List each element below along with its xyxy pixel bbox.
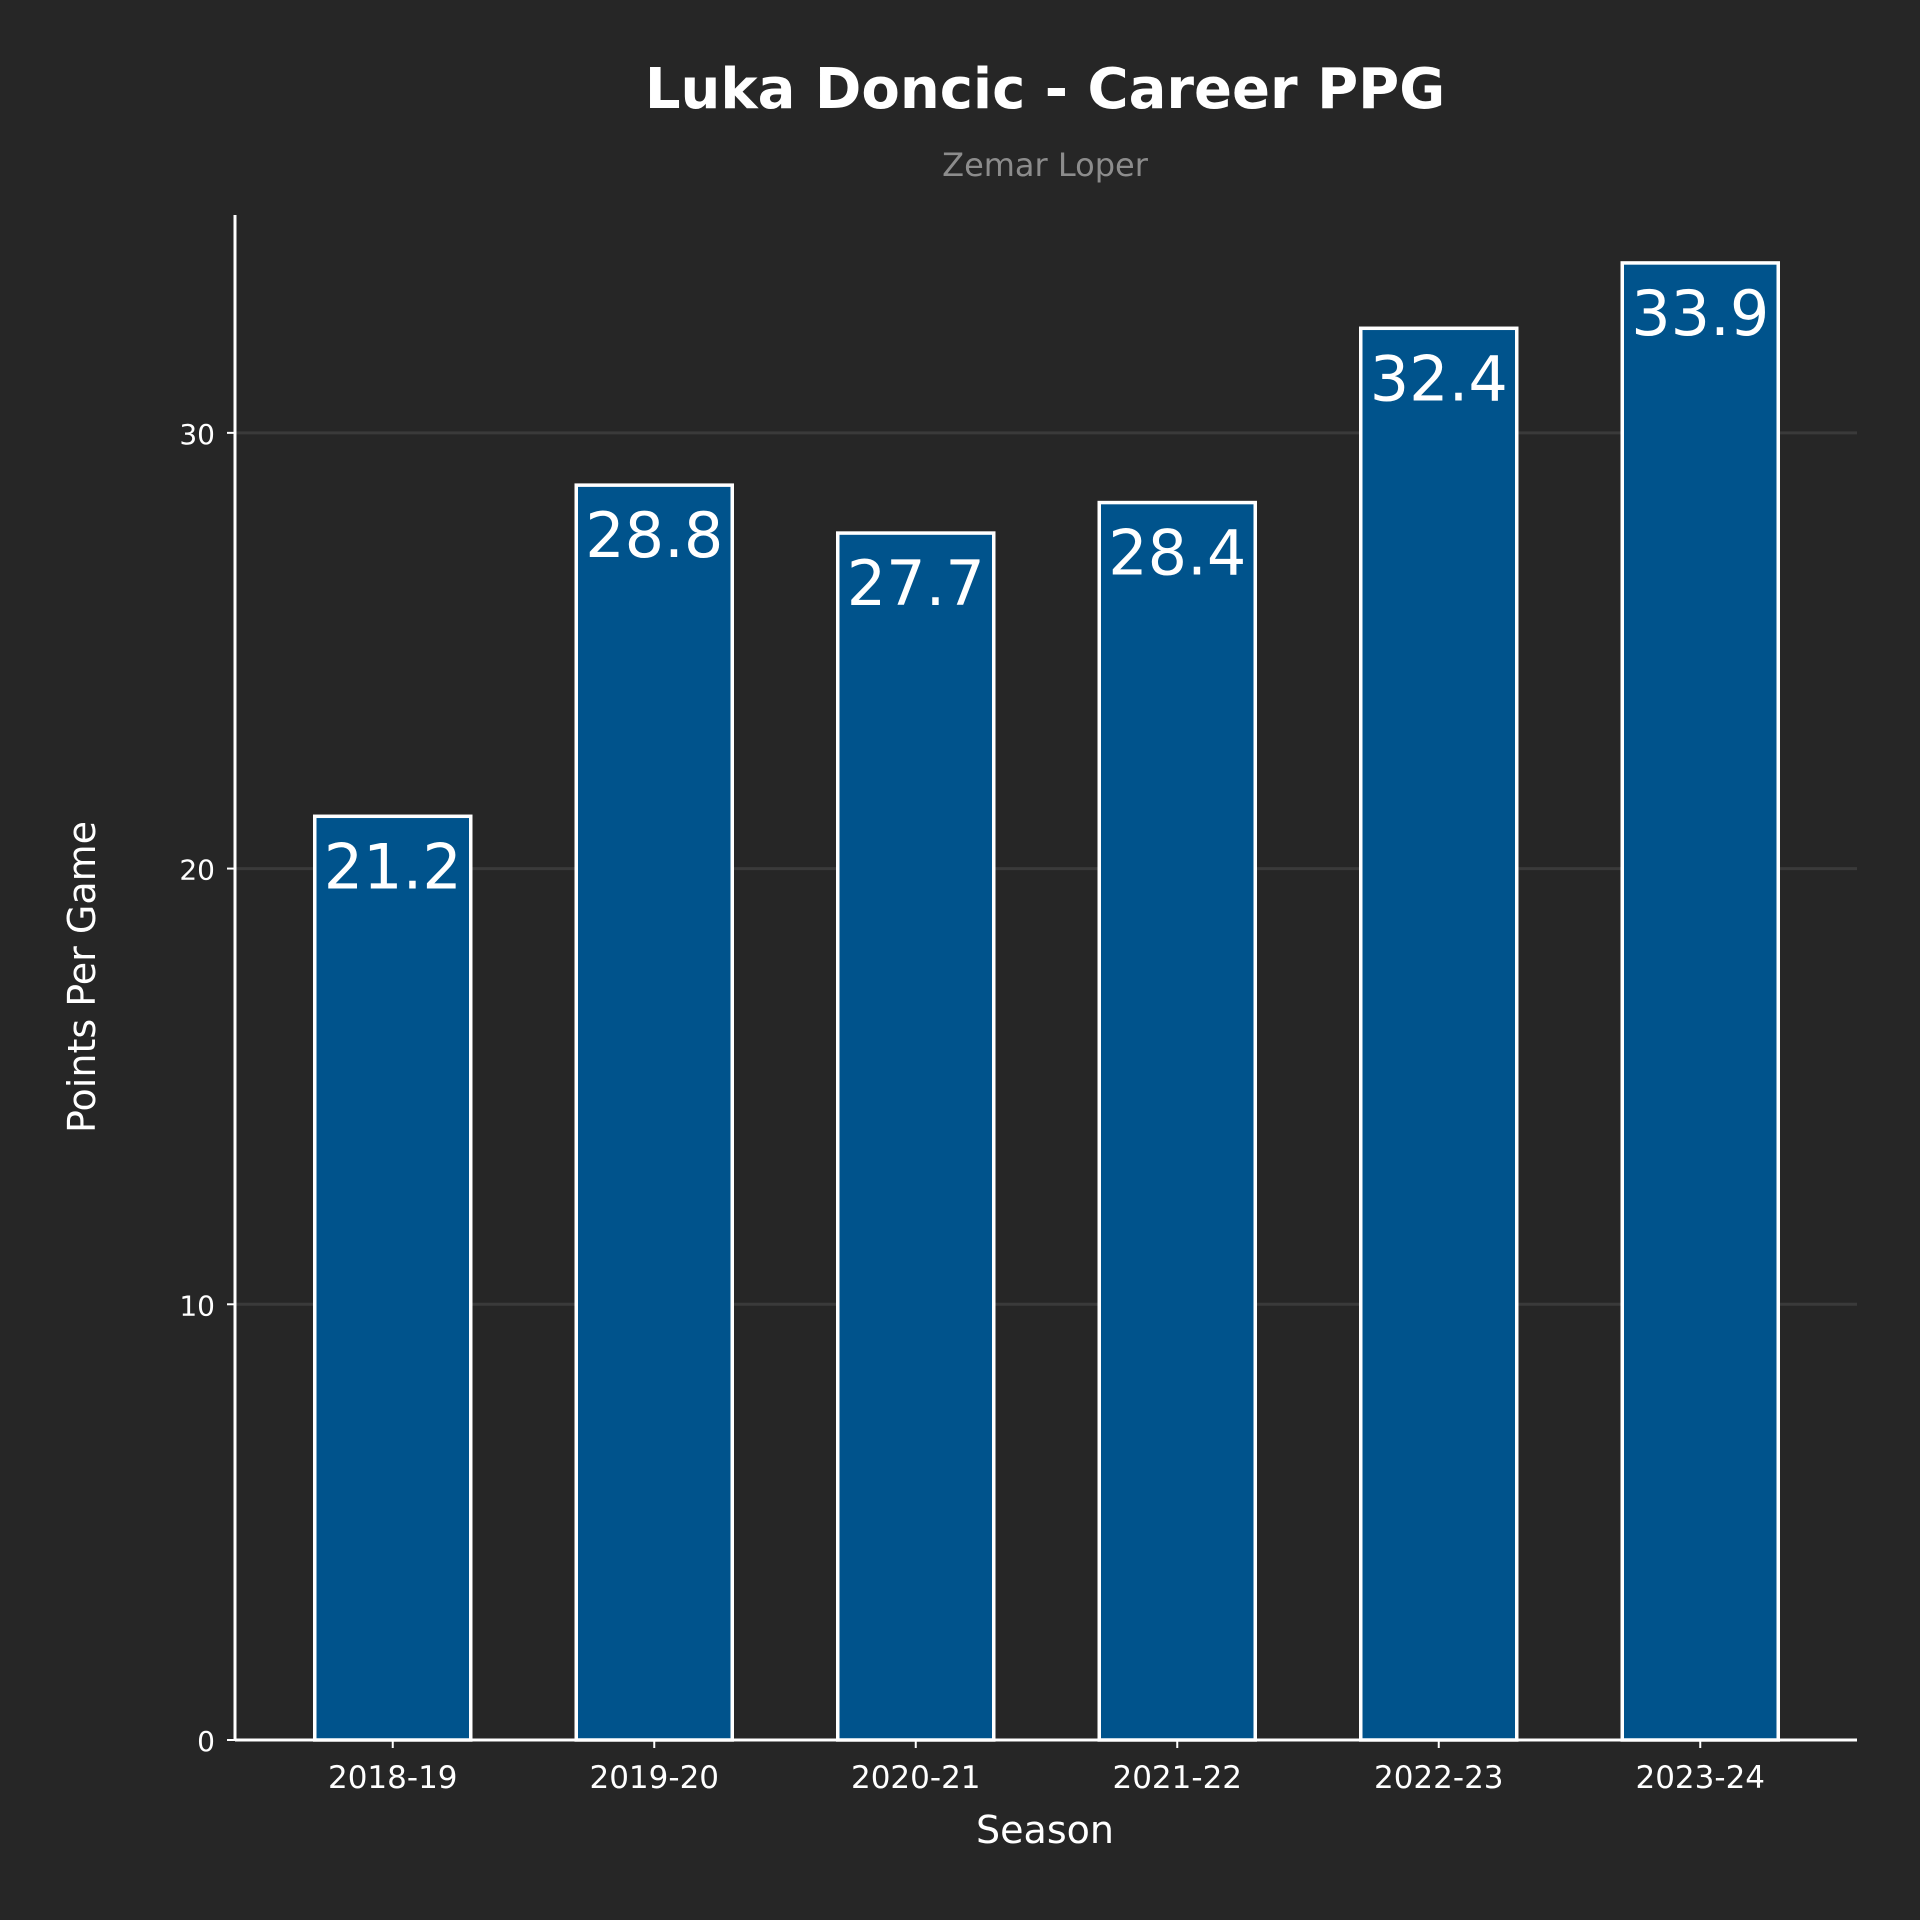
x-tick-label: 2022-23	[1374, 1760, 1504, 1796]
bars	[313, 261, 1780, 1742]
data-label: 27.7	[847, 547, 985, 620]
y-tick-label: 30	[179, 418, 215, 451]
y-axis-label: Points Per Game	[60, 821, 104, 1133]
bar	[1097, 500, 1257, 1742]
x-tick-label: 2019-20	[589, 1760, 719, 1796]
data-label: 28.4	[1108, 517, 1246, 590]
axes	[227, 215, 1857, 1748]
y-tick-label: 0	[197, 1725, 215, 1758]
chart-subtitle: Zemar Loper	[942, 146, 1149, 184]
data-label: 21.2	[324, 830, 462, 903]
y-tick-label: 20	[179, 854, 215, 887]
bar	[836, 531, 996, 1742]
x-tick-label: 2020-21	[851, 1760, 981, 1796]
y-tick-labels: 0 10 20 30	[179, 418, 215, 1758]
x-tick-labels: 2018-19 2019-20 2020-21 2021-22 2022-23 2023-…	[328, 1760, 1765, 1796]
x-tick-label: 2018-19	[328, 1760, 458, 1796]
x-tick-label: 2023-24	[1635, 1760, 1765, 1796]
x-axis-label: Season	[976, 1808, 1114, 1852]
y-tick-label: 10	[179, 1289, 215, 1322]
data-labels: 21.2 28.8 27.7 28.4 32.4 33.9	[324, 277, 1770, 903]
grid-lines	[235, 431, 1857, 1306]
data-label: 33.9	[1631, 277, 1769, 350]
x-tick-label: 2021-22	[1112, 1760, 1242, 1796]
bar	[1620, 261, 1780, 1742]
chart-title: Luka Doncic - Career PPG	[645, 57, 1445, 122]
bar	[1359, 326, 1519, 1742]
bar	[313, 814, 473, 1742]
bar	[574, 483, 734, 1742]
data-label: 28.8	[585, 499, 723, 572]
data-label: 32.4	[1370, 342, 1508, 415]
